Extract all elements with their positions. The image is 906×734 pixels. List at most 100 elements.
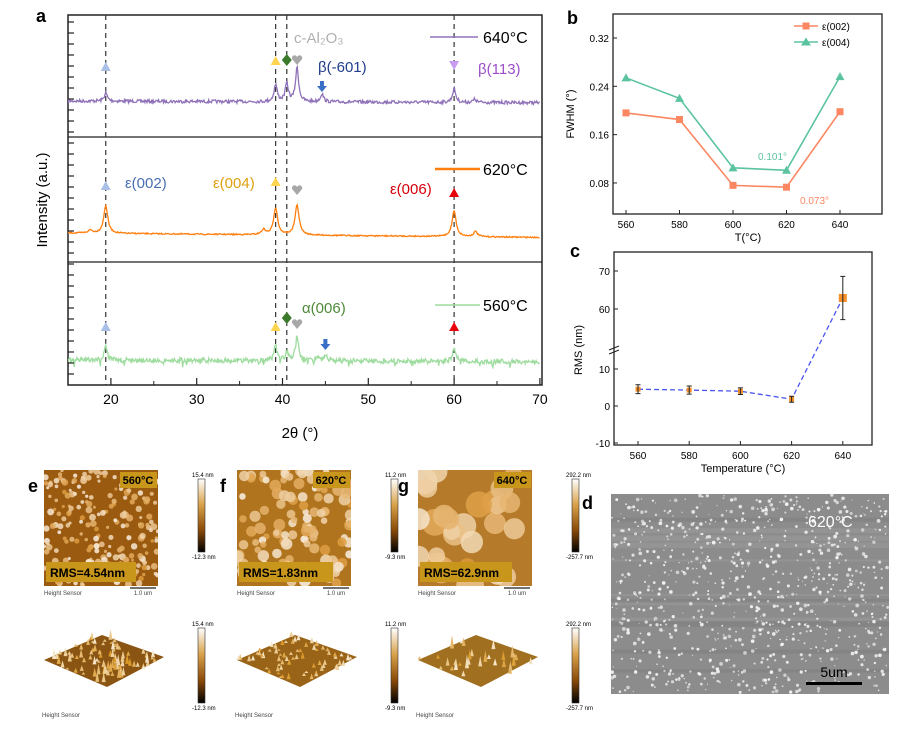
afm-3d-peak: [294, 654, 299, 660]
sem-particle: [711, 540, 716, 545]
afm-3d-peak: [125, 653, 130, 664]
sem-streak: [611, 517, 889, 522]
data-point-square: [783, 183, 790, 191]
afm-3d-peak: [486, 654, 491, 659]
afm-grain: [72, 491, 77, 496]
afm-3d-peak: [314, 673, 319, 677]
sem-particle: [816, 542, 818, 545]
sem-particle: [762, 577, 765, 581]
sem-particle: [748, 542, 752, 546]
afm-grain: [460, 530, 483, 554]
sem-particle: [873, 684, 876, 687]
afm-grain: [108, 544, 112, 549]
afm-grain: [438, 508, 460, 530]
afm-3d-peak: [319, 664, 324, 671]
afm-temp-label: 620°C: [316, 475, 347, 487]
afm-colorbar-min: -257.7 nm: [566, 555, 593, 561]
sem-particle: [727, 595, 729, 598]
sem-particle: [858, 622, 861, 625]
afm-3d-sensor-label: Height Sensor: [416, 713, 454, 719]
afm-grain: [320, 517, 328, 524]
sem-particle: [779, 501, 781, 503]
afm-grain: [138, 575, 144, 582]
legend-marker: [801, 37, 811, 46]
afm-grain: [99, 541, 105, 548]
sem-particle: [725, 510, 728, 512]
afm-grain: [111, 498, 117, 504]
afm-3d-peak: [290, 638, 295, 644]
afm-grain: [139, 532, 146, 540]
sem-particle: [771, 560, 776, 564]
afm-grain: [135, 505, 142, 513]
sem-particle: [824, 633, 827, 635]
afm-grain: [148, 519, 154, 525]
afm-3d-peak: [282, 651, 287, 658]
afm-colorbar-min: -9.3 nm: [385, 555, 405, 561]
sem-particle: [707, 535, 712, 539]
afm-grain: [249, 510, 261, 522]
sem-particle: [742, 598, 746, 601]
sem-streak: [611, 617, 889, 623]
sem-particle: [741, 643, 744, 647]
afm-grain: [101, 556, 108, 564]
xrd-chart: 20 30 40 50 60 70 2θ (°) Intensity (a.u.) 640…: [34, 14, 548, 442]
sem-particle: [683, 530, 687, 534]
sem-particle: [865, 506, 869, 509]
sem-particle: [765, 563, 769, 566]
sem-particle: [844, 559, 847, 562]
afm-3d-peak: [269, 641, 274, 647]
sem-particle: [760, 620, 763, 623]
sem-particle: [884, 525, 887, 528]
afm-grain: [254, 522, 266, 535]
sem-particle: [786, 595, 788, 597]
sem-particle: [874, 528, 876, 530]
sem-particle: [677, 653, 681, 657]
afm-grain: [44, 481, 49, 486]
sem-particle: [819, 626, 822, 629]
sem-particle: [791, 625, 794, 628]
sem-particle: [663, 571, 667, 574]
afm-grain: [47, 508, 55, 516]
sem-particle: [716, 504, 718, 507]
sem-particle: [637, 607, 641, 611]
sem-particle: [770, 497, 773, 500]
afm-colorbar-min: -9.3 nm: [385, 706, 405, 712]
x-tick-label: 20: [103, 391, 119, 407]
sem-particle: [832, 583, 835, 586]
sem-particle: [626, 675, 629, 679]
afm-3d-peak: [469, 648, 474, 657]
sem-particle: [758, 628, 762, 632]
sem-particle: [838, 552, 842, 555]
sem-particle: [682, 553, 685, 556]
sem-particle: [735, 519, 738, 522]
sem-particle: [678, 676, 681, 680]
sem-particle: [797, 585, 800, 587]
afm-3d-peak: [88, 654, 93, 660]
sem-particle: [878, 653, 882, 658]
sem-particle: [811, 530, 814, 533]
sem-particle: [769, 587, 772, 591]
sem-particle: [818, 548, 822, 552]
sem-particle: [850, 651, 855, 656]
afm-grain: [92, 505, 96, 509]
sem-temp-label: 620°C: [808, 514, 853, 531]
afm-3d-peak: [264, 667, 269, 670]
afm-grain: [259, 505, 270, 516]
afm-grain: [53, 548, 59, 553]
sem-particle: [688, 594, 690, 596]
y-tick-label: 0.32: [590, 34, 610, 45]
sem-particle: [822, 577, 826, 581]
afm-3d-peak: [73, 643, 78, 647]
sem-particle: [774, 570, 778, 573]
sem-particle: [836, 545, 840, 549]
sem-particle: [851, 574, 854, 577]
afm-grain: [53, 477, 60, 484]
sem-particle: [787, 678, 791, 682]
sem-particle: [610, 670, 614, 674]
sem-particle: [778, 668, 782, 672]
sem-particle: [640, 510, 644, 515]
sem-particle: [721, 527, 725, 531]
sem-particle: [651, 677, 655, 681]
sem-particle: [692, 593, 695, 597]
afm-grain: [254, 546, 262, 554]
